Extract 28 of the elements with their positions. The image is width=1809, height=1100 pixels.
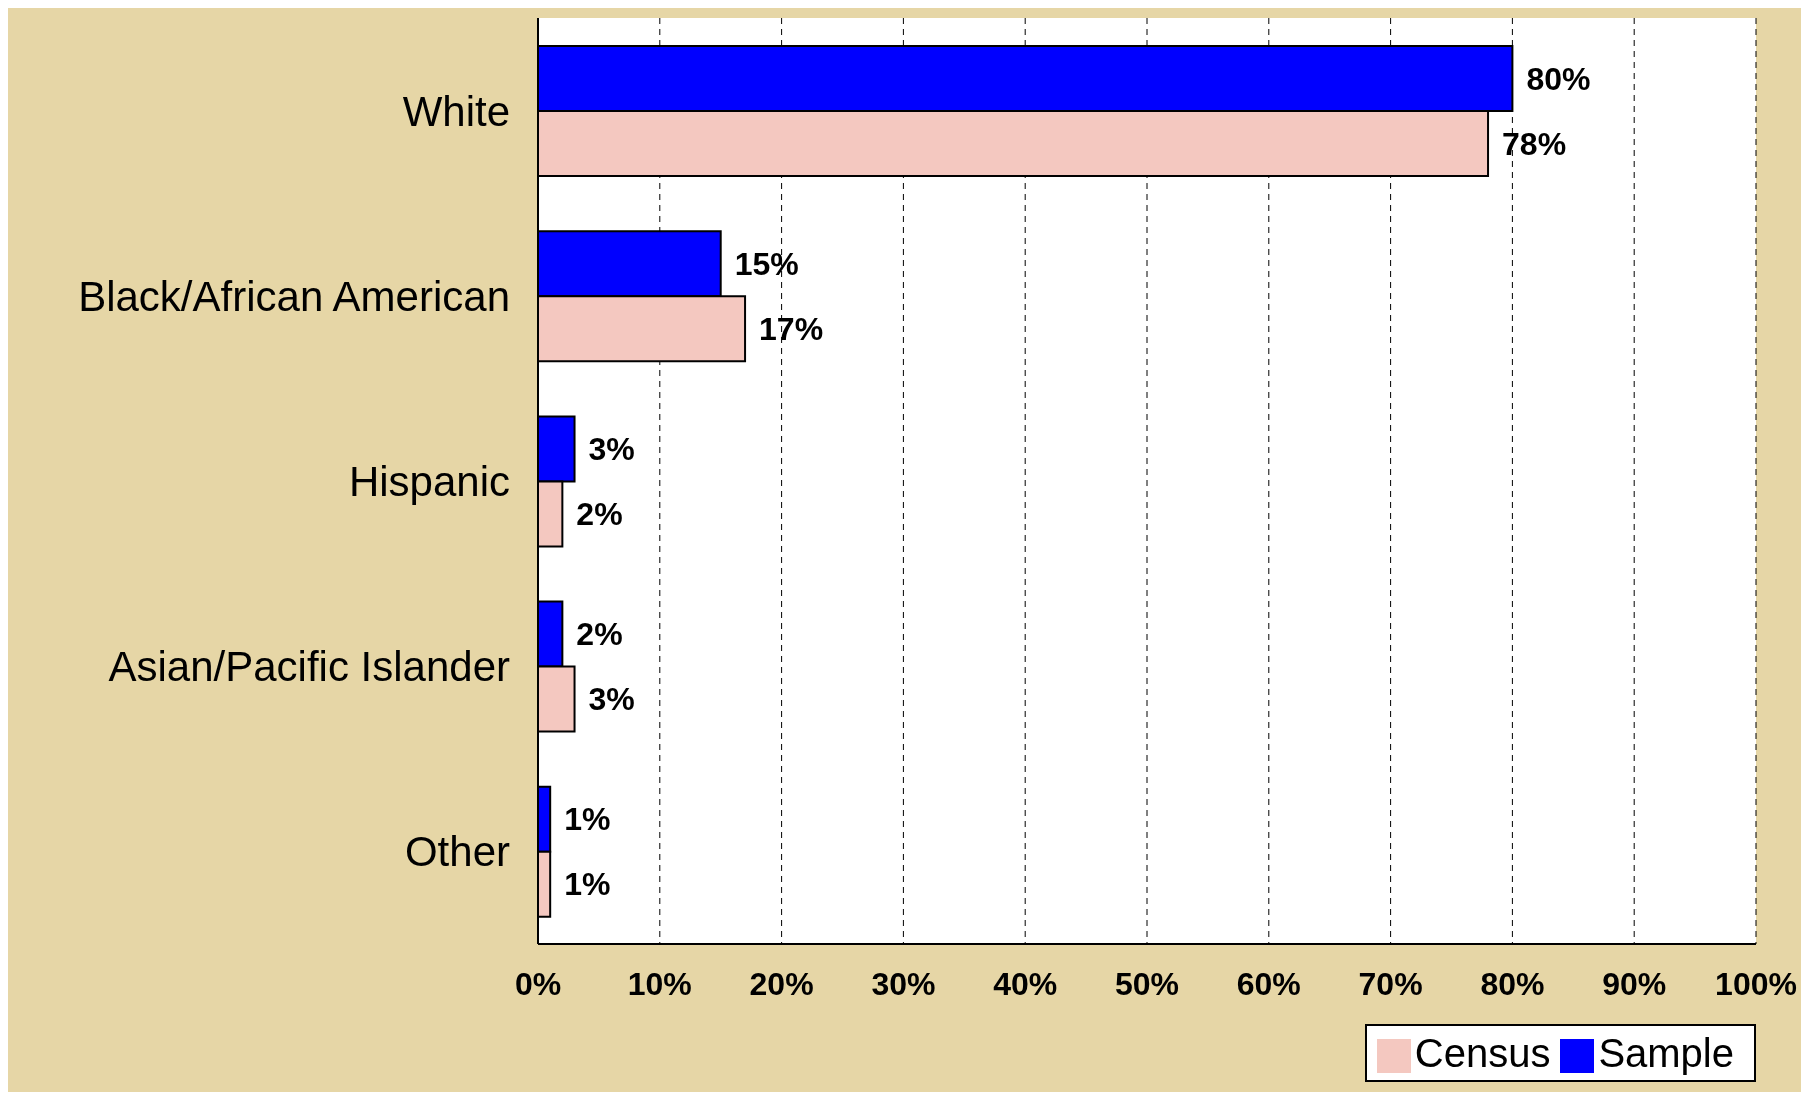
data-label: 2% — [576, 495, 623, 532]
x-tick-label: 10% — [627, 965, 692, 1002]
data-label: 15% — [734, 245, 799, 282]
legend-label: Census — [1414, 1031, 1551, 1075]
data-label: 1% — [564, 866, 611, 903]
x-tick-label: 30% — [871, 965, 936, 1002]
data-label: 80% — [1526, 60, 1591, 97]
data-label: 3% — [588, 430, 635, 467]
x-tick-label: 70% — [1358, 965, 1423, 1002]
data-label: 2% — [576, 616, 623, 653]
x-tick-label: 0% — [514, 965, 562, 1002]
legend-label: Sample — [1598, 1031, 1734, 1075]
x-tick-label: 90% — [1602, 965, 1667, 1002]
y-tick-label: White — [402, 87, 510, 135]
x-tick-label: 40% — [993, 965, 1058, 1002]
x-tick-label: 80% — [1480, 965, 1545, 1002]
data-label: 17% — [759, 310, 824, 347]
y-tick-label: Asian/Pacific Islander — [108, 643, 510, 691]
x-tick-label: 50% — [1114, 965, 1180, 1002]
data-label: 3% — [588, 681, 635, 718]
x-tick-label: 100% — [1715, 965, 1797, 1002]
y-tick-label: Black/African American — [78, 272, 510, 320]
data-label: 78% — [1502, 125, 1567, 162]
y-tick-label: Other — [404, 828, 511, 876]
x-tick-label: 60% — [1236, 965, 1301, 1002]
x-tick-label: 20% — [749, 965, 814, 1002]
data-label: 1% — [564, 801, 611, 838]
y-tick-label: Hispanic — [348, 457, 510, 505]
